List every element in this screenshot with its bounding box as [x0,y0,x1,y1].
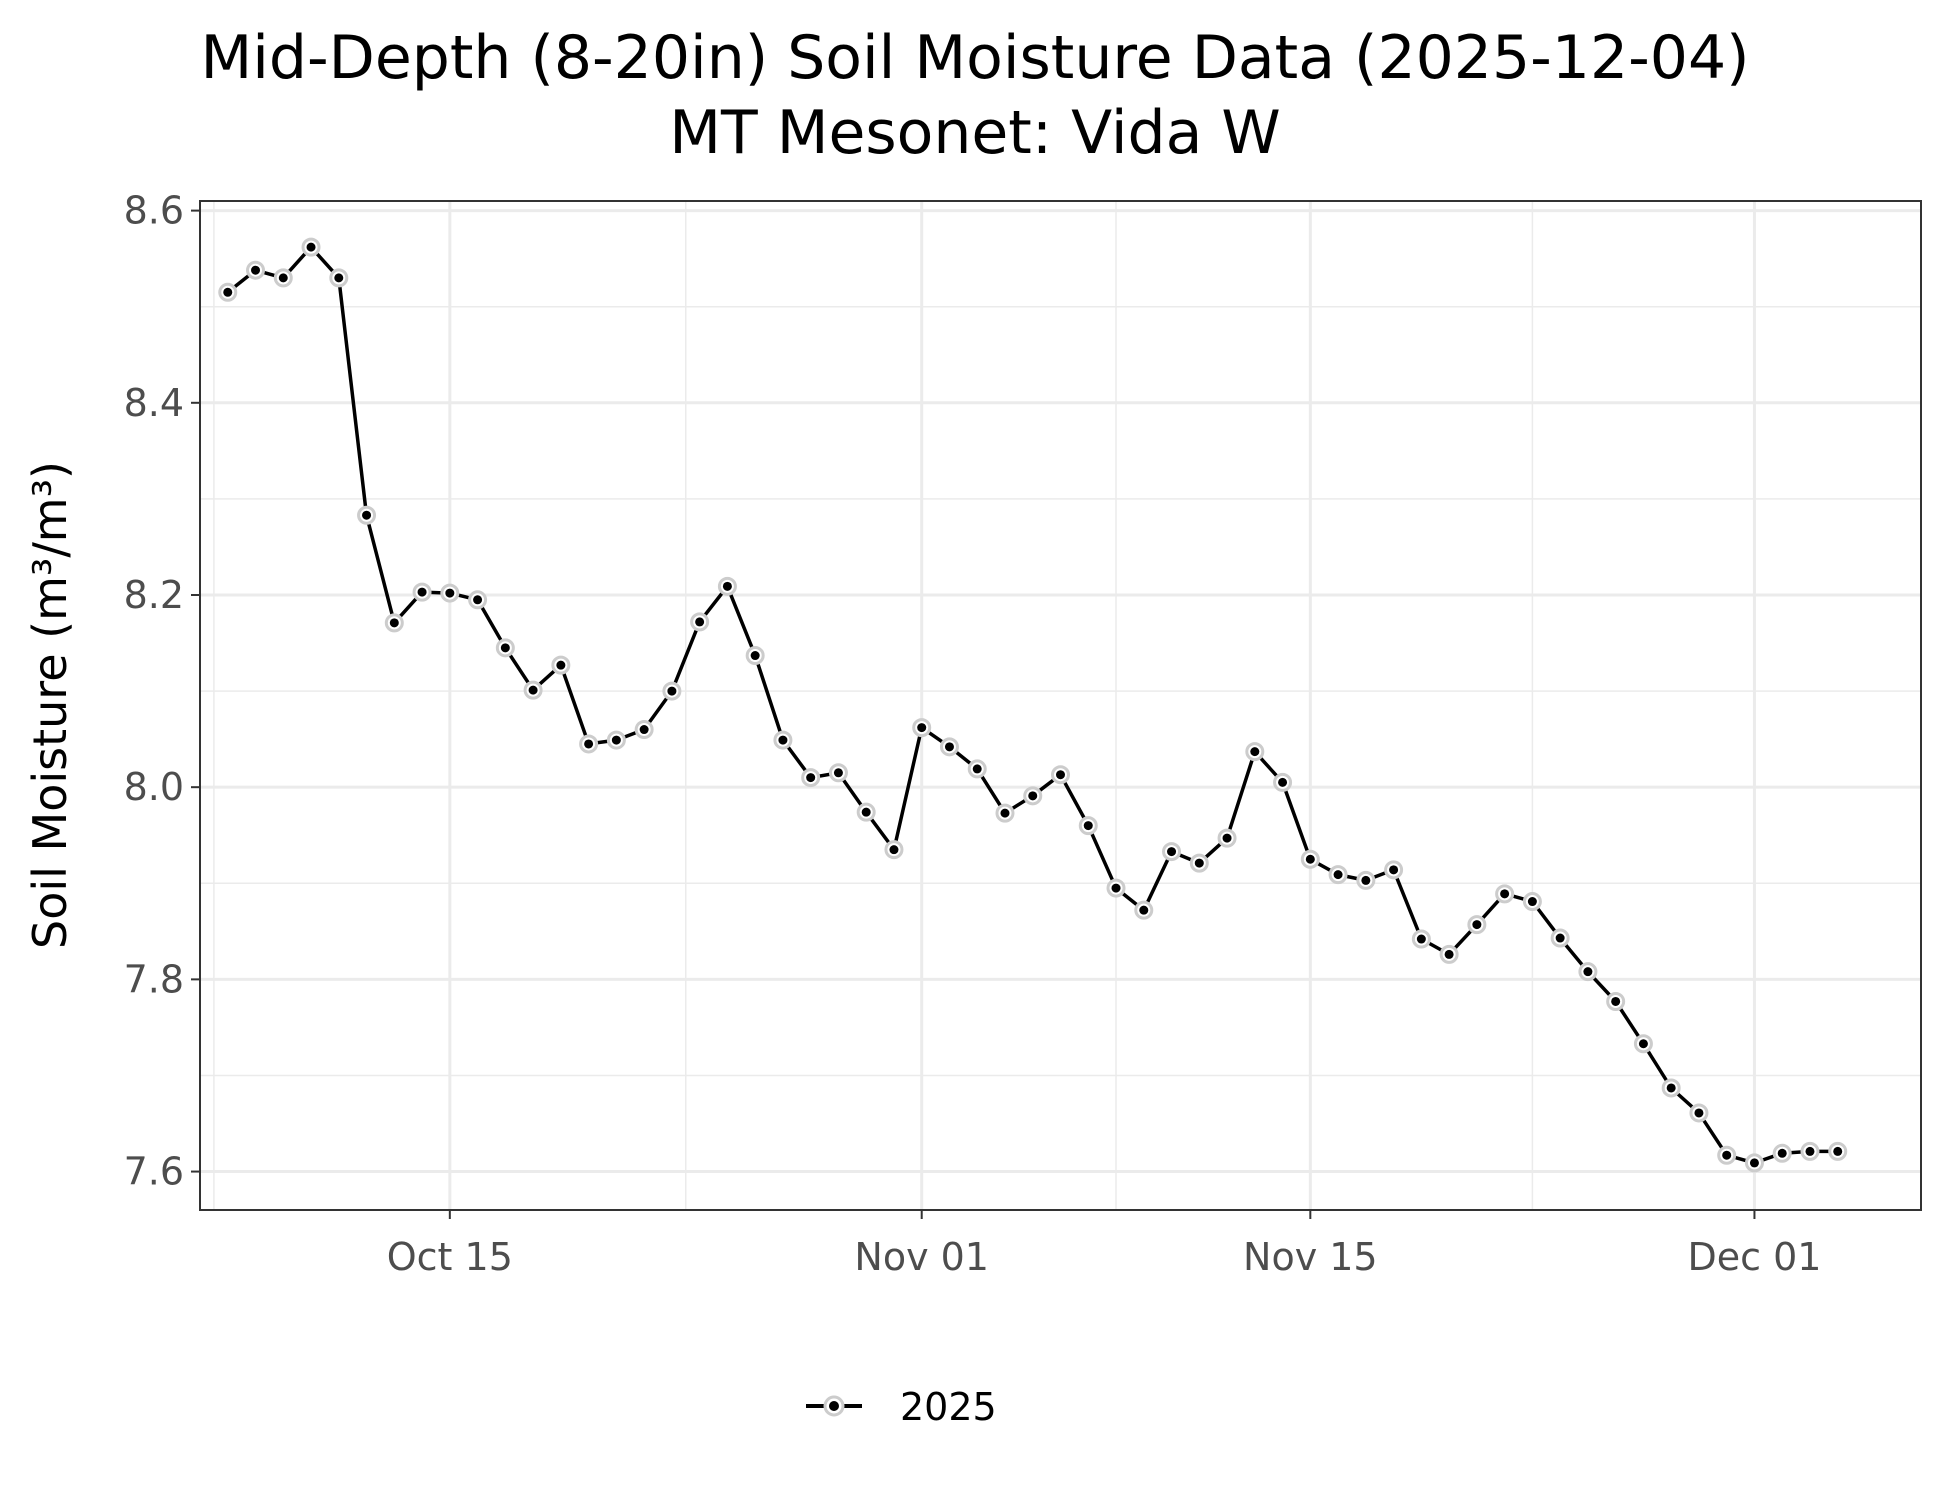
x-tick-label: Nov 01 [854,1235,989,1279]
data-point [1416,934,1426,944]
data-point [1694,1108,1704,1118]
data-point [639,725,649,735]
data-point [1555,933,1565,943]
data-point [889,845,899,855]
data-point [1083,821,1093,831]
data-point [1611,996,1621,1006]
data-point [1527,897,1537,907]
data-point [861,807,871,817]
data-point [1722,1150,1732,1160]
data-point [445,588,455,598]
data-point [1444,949,1454,959]
data-point [722,581,732,591]
data-point [1111,883,1121,893]
data-point [473,595,483,605]
data-point [1472,920,1482,930]
data-point [528,685,538,695]
data-point [1777,1148,1787,1158]
data-point [972,764,982,774]
y-tick-label: 8.0 [124,765,184,809]
data-point [944,742,954,752]
y-tick-label: 7.8 [124,957,184,1001]
data-point [806,773,816,783]
legend: 2025 [806,1385,997,1429]
data-point [1583,967,1593,977]
x-tick-label: Nov 15 [1243,1235,1378,1279]
data-point [1305,854,1315,864]
major-gridlines [200,201,1921,1210]
data-point [334,273,344,283]
data-point [1749,1158,1759,1168]
data-point [1194,858,1204,868]
plot-panel-border [199,200,1922,1211]
y-tick-label: 8.4 [124,381,184,425]
chart-subtitle: MT Mesonet: Vida W [669,98,1281,168]
data-point [611,735,621,745]
data-point [1389,865,1399,875]
data-point [833,768,843,778]
data-point [584,739,594,749]
data-point [417,587,427,597]
data-point [1333,870,1343,880]
data-point [1361,875,1371,885]
y-tick-label: 8.2 [124,573,184,617]
series-line-2025 [226,245,1838,1165]
x-tick-label: Dec 01 [1687,1235,1821,1279]
legend-marker-2025 [829,1401,839,1411]
x-axis: Oct 15 Nov 01 Nov 15 Dec 01 [387,1210,1821,1279]
data-point [1833,1146,1843,1156]
data-point [223,287,233,297]
data-point [500,643,510,653]
minor-gridlines [200,201,1921,1210]
data-point [556,660,566,670]
data-point [1638,1039,1648,1049]
data-point [1666,1083,1676,1093]
data-point [389,618,399,628]
data-point [1028,791,1038,801]
data-point [1000,808,1010,818]
chart-title: Mid-Depth (8-20in) Soil Moisture Data (2… [200,23,1749,93]
data-point [750,651,760,661]
data-point [1278,777,1288,787]
data-point [695,617,705,627]
y-tick-label: 8.6 [124,189,184,233]
data-point [1500,889,1510,899]
data-point [362,510,372,520]
data-point [917,723,927,733]
legend-label-2025: 2025 [900,1385,997,1429]
data-point [278,273,288,283]
y-tick-label: 7.6 [124,1150,184,1194]
data-point [306,242,316,252]
data-point [667,686,677,696]
data-point [1139,905,1149,915]
series-layer [218,237,1848,1173]
y-axis-title: Soil Moisture (m³/m³) [23,461,77,949]
y-axis: 7.6 7.8 8.0 8.2 8.4 8.6 [124,189,200,1194]
data-point [251,265,261,275]
data-point [1056,770,1065,780]
data-point [778,735,788,745]
data-point [1167,847,1177,857]
data-point [1222,833,1232,843]
data-point [1805,1146,1815,1156]
data-point [1250,747,1260,757]
x-tick-label: Oct 15 [387,1235,513,1279]
